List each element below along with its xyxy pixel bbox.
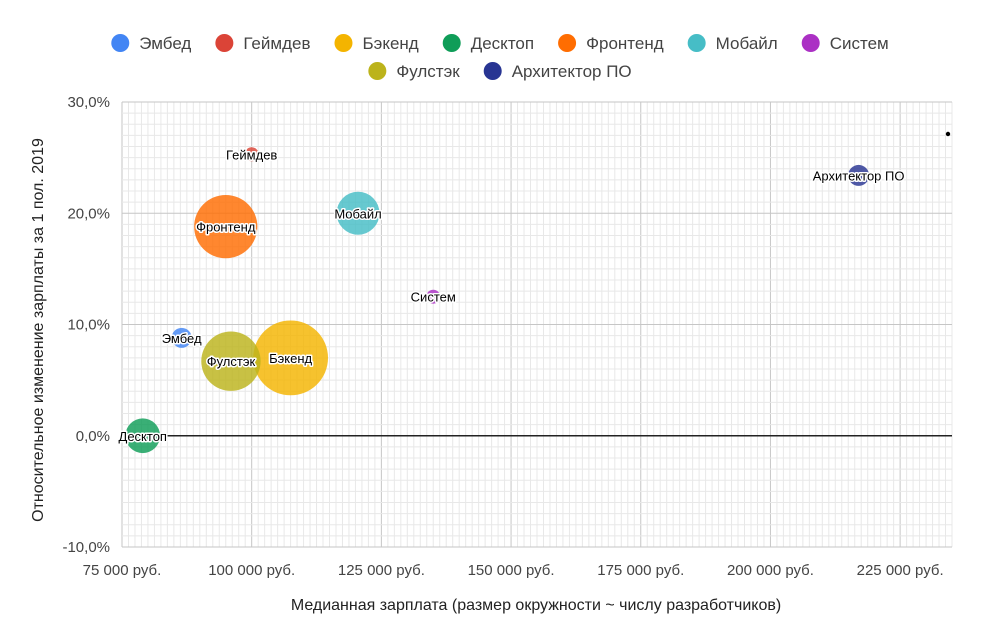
y-tick-label: 0,0%: [76, 428, 110, 445]
bubble-label-3: Бэкенд: [269, 351, 312, 366]
legend-label-2[interactable]: Геймдев: [243, 34, 310, 53]
legend-label-1[interactable]: Эмбед: [139, 34, 191, 53]
legend-label-4[interactable]: Десктоп: [471, 34, 534, 53]
x-tick-label: 225 000 руб.: [857, 562, 944, 579]
y-tick-label: -10,0%: [62, 539, 110, 556]
legend-marker-6: [687, 34, 706, 52]
bubble-2: [244, 147, 259, 162]
x-tick-label: 75 000 руб.: [83, 562, 162, 579]
legend-label-5[interactable]: Фронтенд: [586, 34, 664, 53]
legend-marker-8: [368, 62, 387, 80]
legend: Эмбед Геймдев Бэкенд Десктоп Фронтенд Мобайл С…: [111, 34, 889, 81]
legend-marker-7: [801, 34, 820, 52]
bubble-label-2: Геймдев: [226, 147, 277, 162]
bubble-6: [336, 191, 380, 235]
legend-marker-2: [215, 34, 234, 52]
bubble-label-5: Фронтенд: [196, 220, 256, 235]
legend-marker-5: [558, 34, 577, 52]
bubble-8: [201, 331, 261, 391]
x-tick-label: 100 000 руб.: [208, 562, 295, 579]
legend-marker-3: [334, 34, 353, 52]
x-tick-label: 150 000 руб.: [468, 562, 555, 579]
legend-marker-1: [111, 34, 130, 52]
bubbles: [125, 147, 870, 454]
legend-label-7[interactable]: Систем: [830, 34, 889, 53]
bubble-5: [194, 194, 258, 259]
legend-marker-9: [483, 62, 502, 80]
bubble-labels: Эмбед Геймдев Бэкенд Десктоп Фронтенд Мобайл С…: [117, 146, 906, 445]
legend-marker-4: [442, 34, 461, 52]
legend-label-8[interactable]: Фулстэк: [396, 62, 460, 81]
bubble-4: [125, 418, 161, 454]
y-tick-label: 30,0%: [67, 94, 110, 111]
legend-label-9[interactable]: Архитектор ПО: [512, 62, 632, 81]
x-tick-label: 175 000 руб.: [597, 562, 684, 579]
bubble-1: [171, 327, 192, 348]
bubble-label-8: Фулстэк: [207, 354, 256, 369]
bubble-label-7: Систем: [411, 290, 456, 305]
legend-label-3[interactable]: Бэкенд: [362, 34, 418, 53]
bubble-label-9: Архитектор ПО: [813, 168, 905, 183]
x-tick-label: 200 000 руб.: [727, 562, 814, 579]
bubble-label-1: Эмбед: [162, 331, 202, 346]
corner-dot: [945, 131, 951, 137]
x-axis-title: Медианная зарплата (размер окружности ~ …: [291, 597, 781, 614]
x-tick-label: 125 000 руб.: [338, 562, 425, 579]
y-tick-label: 10,0%: [67, 317, 110, 334]
y-tick-label: 20,0%: [67, 205, 110, 222]
bubble-3: [253, 320, 329, 396]
axes: 75 000 руб. 100 000 руб. 125 000 руб. 150 0…: [62, 94, 952, 579]
bubble-7: [426, 289, 441, 304]
bubble-label-6: Мобайл: [334, 206, 381, 221]
legend-label-6[interactable]: Мобайл: [716, 34, 778, 53]
bubble-label-4: Десктоп: [119, 429, 167, 444]
grid: [121, 101, 953, 548]
y-axis-title: Относительное изменение зарплаты за 1 по…: [30, 138, 47, 522]
bubble-9: [848, 164, 870, 186]
